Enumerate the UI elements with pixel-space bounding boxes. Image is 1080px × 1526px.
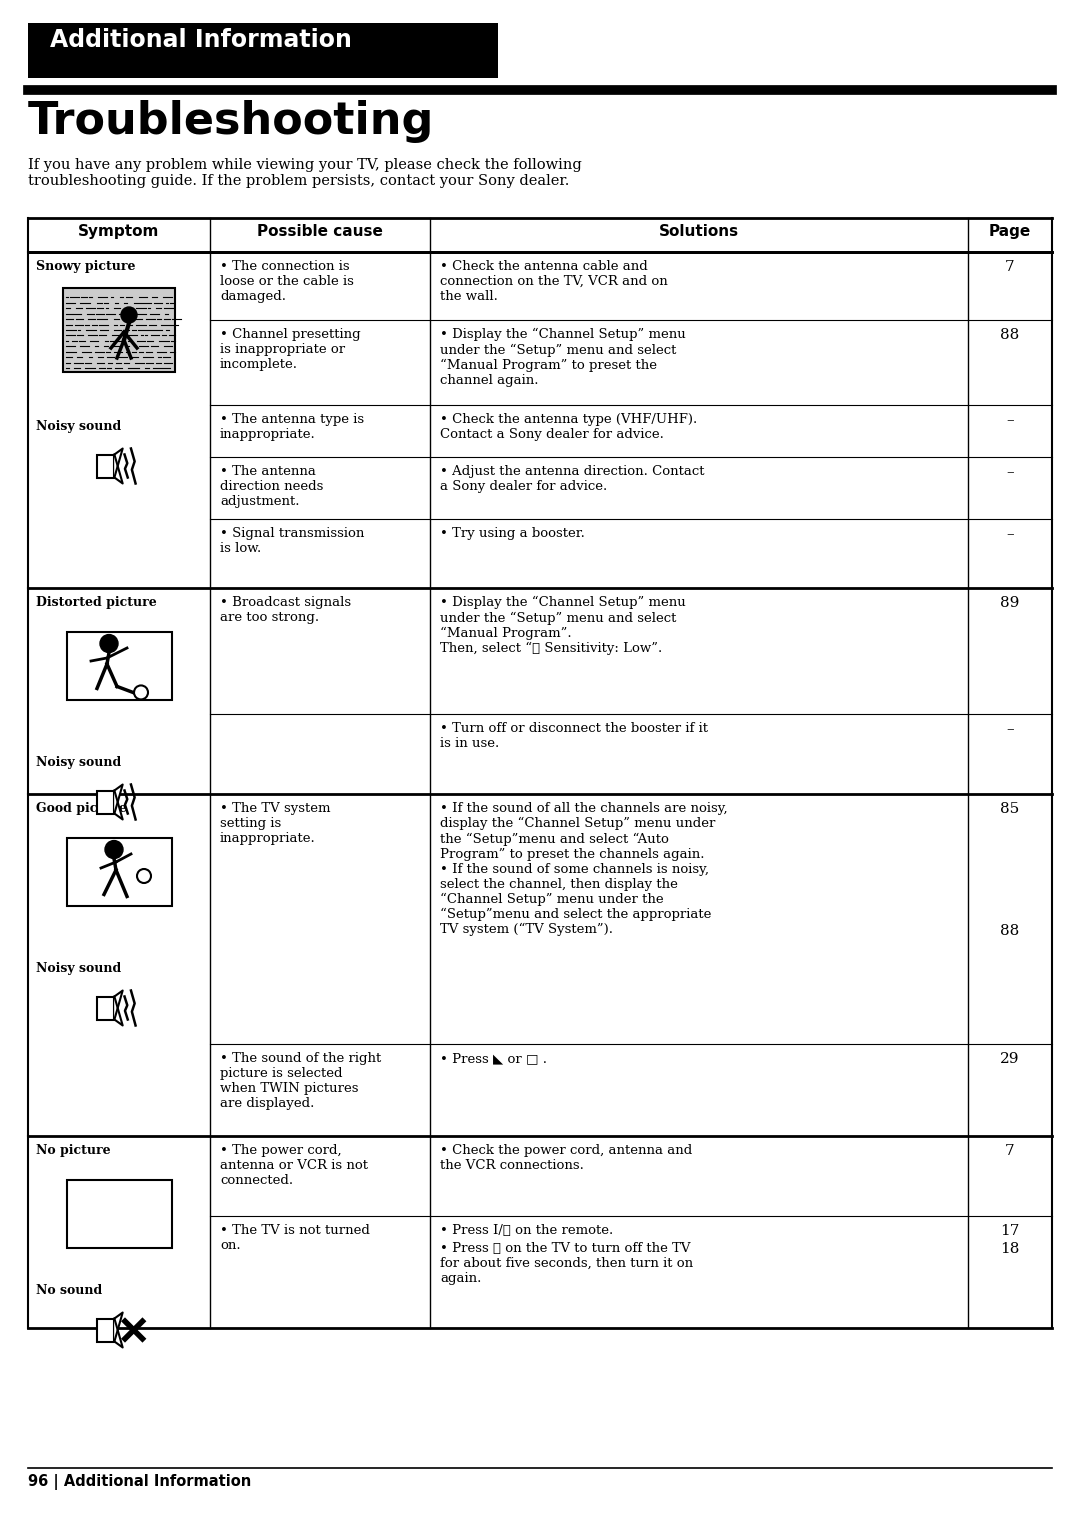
Text: • Check the antenna type (VHF/UHF).
Contact a Sony dealer for advice.: • Check the antenna type (VHF/UHF). Cont… bbox=[440, 414, 698, 441]
Text: • The antenna type is
inappropriate.: • The antenna type is inappropriate. bbox=[220, 414, 364, 441]
Polygon shape bbox=[114, 1318, 123, 1347]
Bar bbox=[97, 996, 114, 1019]
Text: • Check the antenna cable and
connection on the TV, VCR and on
the wall.: • Check the antenna cable and connection… bbox=[440, 259, 667, 304]
Text: • Display the “Channel Setup” menu
under the “Setup” menu and select
“Manual Pro: • Display the “Channel Setup” menu under… bbox=[440, 597, 686, 655]
Text: Symptom: Symptom bbox=[79, 224, 160, 240]
Text: • Turn off or disconnect the booster if it
is in use.: • Turn off or disconnect the booster if … bbox=[440, 722, 708, 749]
Text: Snowy picture: Snowy picture bbox=[36, 259, 135, 273]
Bar bbox=[97, 455, 114, 478]
Text: 88: 88 bbox=[1000, 925, 1020, 938]
Text: • Try using a booster.: • Try using a booster. bbox=[440, 526, 585, 540]
Text: 88: 88 bbox=[1000, 328, 1020, 342]
Text: • Press ⓞ on the TV to turn off the TV
for about five seconds, then turn it on
a: • Press ⓞ on the TV to turn off the TV f… bbox=[440, 1242, 693, 1285]
Text: Solutions: Solutions bbox=[659, 224, 739, 240]
Text: Good picture: Good picture bbox=[36, 803, 126, 815]
Text: Noisy sound: Noisy sound bbox=[36, 420, 121, 433]
Text: Additional Information: Additional Information bbox=[50, 27, 352, 52]
Circle shape bbox=[100, 635, 118, 653]
Text: • Channel presetting
is inappropriate or
incomplete.: • Channel presetting is inappropriate or… bbox=[220, 328, 361, 371]
Text: • Press ◣ or □ .: • Press ◣ or □ . bbox=[440, 1051, 546, 1065]
Bar bbox=[67, 632, 172, 700]
Text: • Check the power cord, antenna and
the VCR connections.: • Check the power cord, antenna and the … bbox=[440, 1144, 692, 1172]
Text: • The connection is
loose or the cable is
damaged.: • The connection is loose or the cable i… bbox=[220, 259, 354, 304]
Polygon shape bbox=[114, 449, 123, 478]
Text: 85: 85 bbox=[1000, 803, 1020, 816]
Text: –: – bbox=[1007, 722, 1014, 736]
Text: 17: 17 bbox=[1000, 1224, 1020, 1238]
Text: –: – bbox=[1007, 526, 1014, 542]
Text: • Display the “Channel Setup” menu
under the “Setup” menu and select
“Manual Pro: • Display the “Channel Setup” menu under… bbox=[440, 328, 686, 386]
Text: If you have any problem while viewing your TV, please check the following
troubl: If you have any problem while viewing yo… bbox=[28, 159, 582, 188]
Bar bbox=[67, 1180, 172, 1248]
Circle shape bbox=[105, 841, 123, 859]
Text: • If the sound of all the channels are noisy,
display the “Channel Setup” menu u: • If the sound of all the channels are n… bbox=[440, 803, 728, 937]
Text: No sound: No sound bbox=[36, 1283, 103, 1297]
Text: • The TV system
setting is
inappropriate.: • The TV system setting is inappropriate… bbox=[220, 803, 330, 845]
Text: –: – bbox=[1007, 465, 1014, 479]
Text: Distorted picture: Distorted picture bbox=[36, 597, 157, 609]
Text: 7: 7 bbox=[1005, 1144, 1015, 1158]
Polygon shape bbox=[114, 996, 123, 1025]
Text: • Broadcast signals
are too strong.: • Broadcast signals are too strong. bbox=[220, 597, 351, 624]
Polygon shape bbox=[114, 790, 123, 819]
Text: • The antenna
direction needs
adjustment.: • The antenna direction needs adjustment… bbox=[220, 465, 323, 508]
Text: • Signal transmission
is low.: • Signal transmission is low. bbox=[220, 526, 364, 555]
Text: Noisy sound: Noisy sound bbox=[36, 961, 121, 975]
Text: Possible cause: Possible cause bbox=[257, 224, 383, 240]
Bar bbox=[97, 790, 114, 813]
Text: • The TV is not turned
on.: • The TV is not turned on. bbox=[220, 1224, 369, 1251]
Text: Troubleshooting: Troubleshooting bbox=[28, 101, 434, 143]
Polygon shape bbox=[114, 990, 123, 1019]
Text: 96 | Additional Information: 96 | Additional Information bbox=[28, 1474, 252, 1489]
Text: 89: 89 bbox=[1000, 597, 1020, 610]
Polygon shape bbox=[114, 784, 123, 813]
Polygon shape bbox=[114, 455, 123, 484]
Text: 18: 18 bbox=[1000, 1242, 1020, 1256]
Text: 29: 29 bbox=[1000, 1051, 1020, 1067]
Bar bbox=[97, 1318, 114, 1341]
Text: Page: Page bbox=[989, 224, 1031, 240]
Text: • The sound of the right
picture is selected
when TWIN pictures
are displayed.: • The sound of the right picture is sele… bbox=[220, 1051, 381, 1109]
Bar bbox=[63, 288, 175, 372]
Polygon shape bbox=[114, 1312, 123, 1341]
Text: • Press I/⏻ on the remote.: • Press I/⏻ on the remote. bbox=[440, 1224, 613, 1238]
Text: • Adjust the antenna direction. Contact
a Sony dealer for advice.: • Adjust the antenna direction. Contact … bbox=[440, 465, 704, 493]
Bar bbox=[28, 218, 1052, 252]
Text: Noisy sound: Noisy sound bbox=[36, 755, 121, 769]
Bar bbox=[67, 838, 172, 906]
Text: –: – bbox=[1007, 414, 1014, 427]
Text: • The power cord,
antenna or VCR is not
connected.: • The power cord, antenna or VCR is not … bbox=[220, 1144, 368, 1187]
Bar bbox=[28, 23, 498, 78]
Text: No picture: No picture bbox=[36, 1144, 110, 1157]
Text: 7: 7 bbox=[1005, 259, 1015, 275]
Circle shape bbox=[121, 307, 137, 324]
